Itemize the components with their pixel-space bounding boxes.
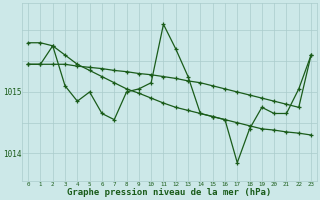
X-axis label: Graphe pression niveau de la mer (hPa): Graphe pression niveau de la mer (hPa) bbox=[68, 188, 272, 197]
